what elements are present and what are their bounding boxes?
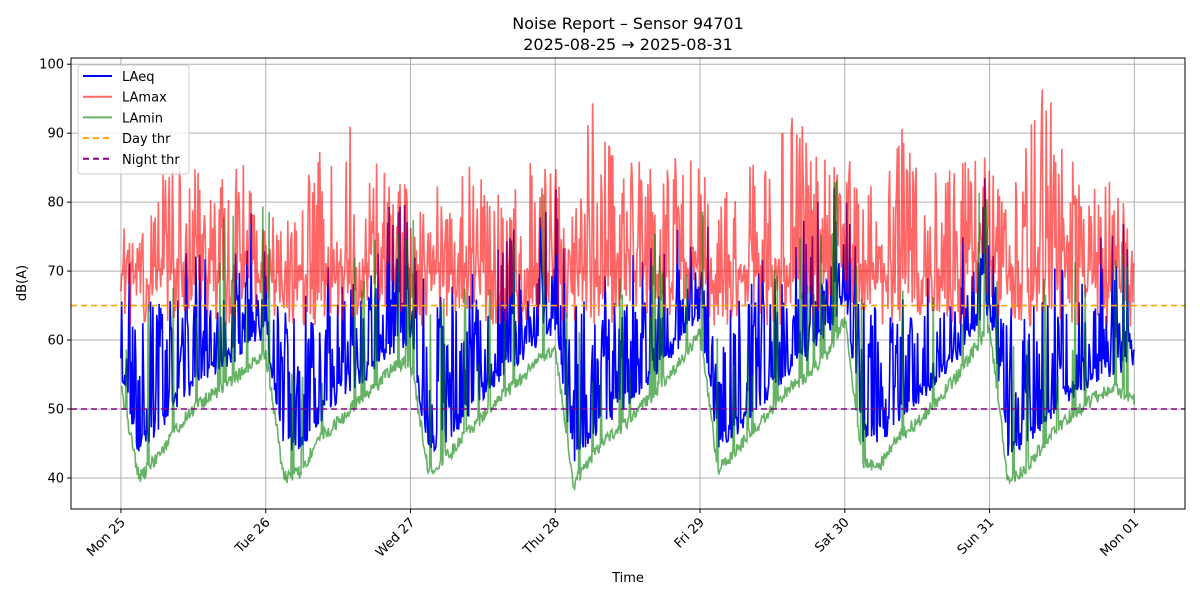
y-tick-label: 80 <box>47 196 64 211</box>
x-axis: Mon 25 Tue 26 Wed 27 Thu 28 Fri 29 Sat 30 Sun … <box>84 509 1142 560</box>
legend-day-thr-label: Day thr <box>122 132 171 147</box>
legend: LAeq LAmax LAmin Day thr Night thr <box>77 64 190 175</box>
x-tick-label: Sat 30 <box>812 515 852 555</box>
x-tick-label: Mon 25 <box>84 515 129 560</box>
legend-lamax-label: LAmax <box>122 91 167 106</box>
y-tick-label: 50 <box>47 403 64 418</box>
legend-lamin-label: LAmin <box>122 111 163 126</box>
x-tick-label: Mon 01 <box>1098 515 1143 560</box>
y-tick-label: 40 <box>47 471 64 486</box>
lamax-line <box>120 89 1136 328</box>
y-axis: 40 50 60 70 80 90 100 <box>39 58 71 486</box>
y-tick-label: 100 <box>39 58 64 73</box>
chart-title: Noise Report – Sensor 94701 <box>512 14 744 33</box>
x-tick-label: Fri 29 <box>672 515 708 551</box>
x-axis-label: Time <box>611 571 644 586</box>
x-tick-label: Tue 26 <box>232 515 274 557</box>
laeq-line <box>120 178 1136 462</box>
y-tick-label: 60 <box>47 334 64 349</box>
y-tick-label: 90 <box>47 127 64 142</box>
x-tick-label: Wed 27 <box>373 515 418 560</box>
plot-area <box>71 89 1185 492</box>
legend-night-thr-label: Night thr <box>122 153 180 168</box>
legend-box <box>77 64 190 175</box>
axes-frame <box>70 57 1186 510</box>
x-tick-label: Sun 31 <box>955 515 998 558</box>
lamin-line <box>120 180 1136 492</box>
legend-laeq-label: LAeq <box>122 70 154 85</box>
y-tick-label: 70 <box>47 265 64 280</box>
x-tick-label: Thu 28 <box>520 515 563 558</box>
chart-subtitle: 2025-08-25 → 2025-08-31 <box>523 35 733 54</box>
y-axis-label: dB(A) <box>15 265 30 301</box>
